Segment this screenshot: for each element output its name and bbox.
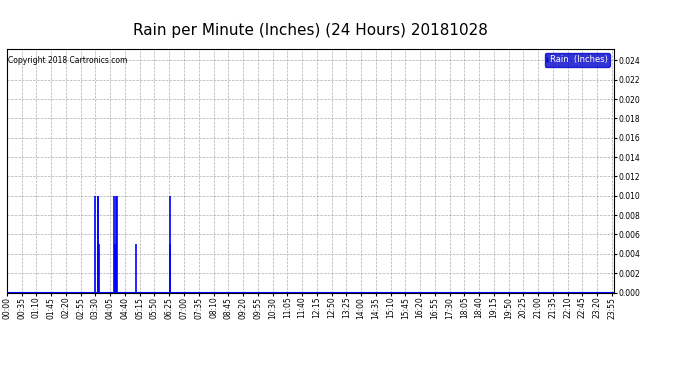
Legend: Rain  (Inches): Rain (Inches) bbox=[544, 53, 610, 67]
Text: Copyright 2018 Cartronics.com: Copyright 2018 Cartronics.com bbox=[8, 56, 128, 65]
Text: Rain per Minute (Inches) (24 Hours) 20181028: Rain per Minute (Inches) (24 Hours) 2018… bbox=[133, 22, 488, 38]
